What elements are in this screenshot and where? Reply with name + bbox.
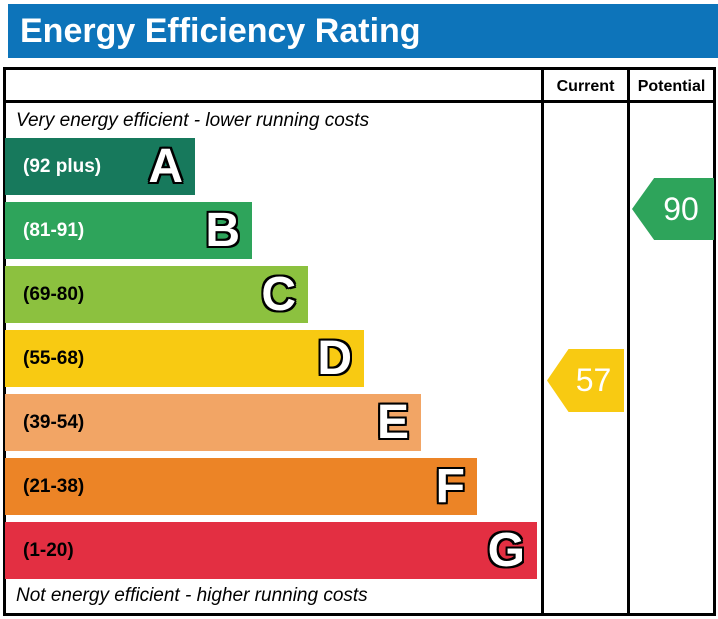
top-note: Very energy efficient - lower running co… <box>16 110 370 131</box>
header-underline <box>3 100 716 103</box>
band-b: (81-91) B <box>5 202 252 259</box>
band-e: (39-54) E <box>5 394 421 451</box>
current-column-header: Current <box>556 78 615 95</box>
band-range-label: (21-38) <box>23 475 85 497</box>
band-d: (55-68) D <box>5 330 364 387</box>
band-range-label: (55-68) <box>23 347 85 369</box>
bottom-note: Not energy efficient - higher running co… <box>16 585 368 606</box>
band-c: (69-80) C <box>5 266 308 323</box>
title-banner: Energy Efficiency Rating <box>8 4 718 58</box>
band-letter: E <box>376 396 409 449</box>
page-title: Energy Efficiency Rating <box>20 11 421 50</box>
band-range-label: (81-91) <box>23 219 85 241</box>
band-range-label: (39-54) <box>23 411 85 433</box>
potential-column-divider <box>627 67 630 616</box>
band-letter: A <box>148 140 183 193</box>
potential-column-header: Potential <box>637 78 706 95</box>
band-range-label: (69-80) <box>23 283 85 305</box>
band-letter: F <box>435 460 465 513</box>
band-g: (1-20) G <box>5 522 537 579</box>
band-a: (92 plus) A <box>5 138 195 195</box>
current-rating-value: 57 <box>575 362 612 398</box>
band-letter: G <box>487 524 525 577</box>
band-letter: D <box>317 332 352 385</box>
band-letter: B <box>205 204 240 257</box>
band-range-label: (92 plus) <box>23 155 102 177</box>
band-range-label: (1-20) <box>23 539 74 561</box>
current-column-divider <box>541 67 544 616</box>
band-letter: C <box>261 268 296 321</box>
band-f: (21-38) F <box>5 458 477 515</box>
potential-rating-value: 90 <box>663 190 699 227</box>
